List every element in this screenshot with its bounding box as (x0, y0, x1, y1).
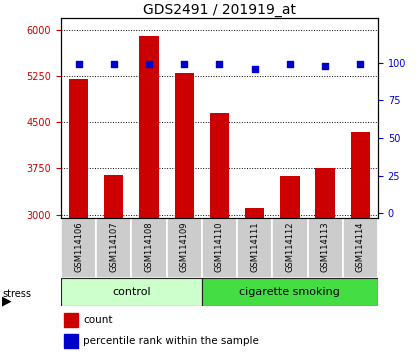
Text: GSM114108: GSM114108 (144, 221, 153, 272)
Point (181, 62, 188, 67)
Title: GDS2491 / 201919_at: GDS2491 / 201919_at (143, 3, 296, 17)
Text: stress: stress (2, 289, 31, 299)
Bar (69, 79, 88, 218)
Bar (64, 313, 79, 327)
Text: cigarette smoking: cigarette smoking (239, 287, 340, 297)
Text: GSM114114: GSM114114 (356, 221, 365, 272)
Bar (202, 278, 378, 306)
Bar (307, 218, 343, 278)
Text: GSM114113: GSM114113 (320, 221, 330, 272)
Bar (272, 218, 307, 278)
Bar (64, 333, 79, 348)
Bar (210, 113, 229, 218)
Text: GSM114107: GSM114107 (109, 221, 118, 272)
Text: ▶: ▶ (2, 295, 12, 307)
Point (216, 62, 223, 67)
Text: GSM114112: GSM114112 (286, 221, 294, 272)
Bar (61, 278, 202, 306)
Bar (280, 177, 299, 218)
Bar (96, 218, 131, 278)
Bar (202, 218, 237, 278)
Point (251, 66, 258, 72)
Point (286, 62, 293, 67)
Text: control: control (112, 287, 151, 297)
Point (110, 62, 117, 67)
Bar (104, 175, 123, 218)
Bar (315, 169, 335, 218)
Bar (61, 218, 96, 278)
Text: GSM114111: GSM114111 (250, 221, 259, 272)
Bar (167, 218, 202, 278)
Text: count: count (83, 315, 113, 325)
Bar (175, 73, 194, 218)
Bar (245, 209, 264, 218)
Bar (131, 218, 167, 278)
Bar (139, 36, 159, 218)
Text: GSM114109: GSM114109 (180, 221, 189, 272)
Point (75, 62, 82, 67)
Point (357, 62, 364, 67)
Bar (351, 132, 370, 218)
Text: GSM114106: GSM114106 (74, 221, 83, 272)
Text: percentile rank within the sample: percentile rank within the sample (83, 336, 259, 346)
Point (146, 62, 152, 67)
Bar (237, 218, 272, 278)
Bar (343, 218, 378, 278)
Point (322, 63, 328, 69)
Text: GSM114110: GSM114110 (215, 221, 224, 272)
